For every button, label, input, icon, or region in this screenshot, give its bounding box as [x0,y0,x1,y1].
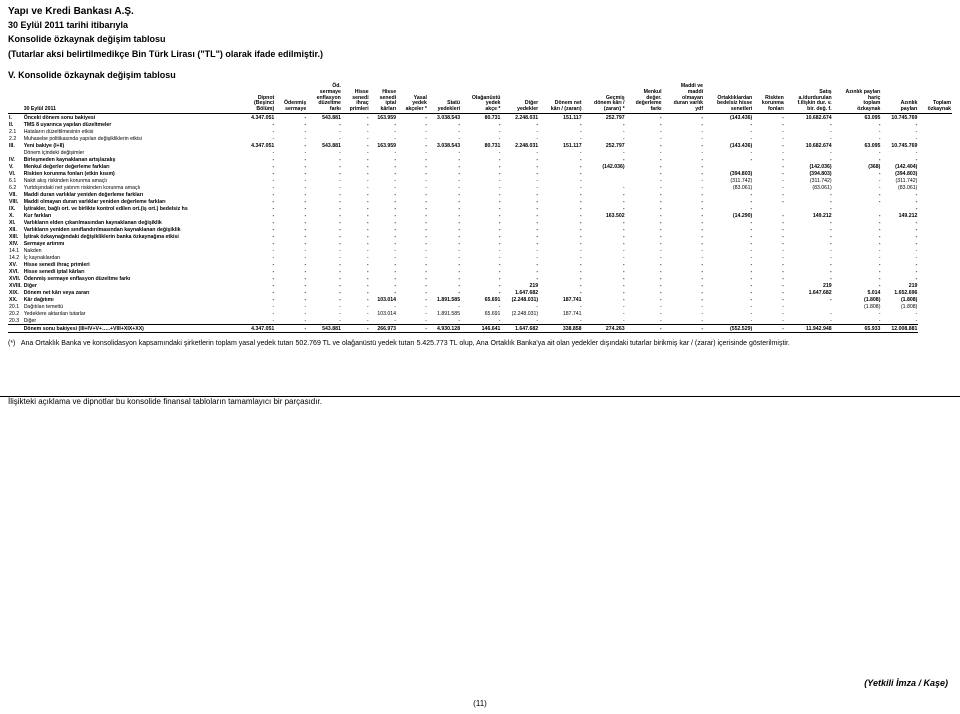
col-header: Menkuldeğer.değerlemefarkı [626,84,663,114]
col-header: Azınlıkpayları [881,84,918,114]
footnote-marker: (*) [8,340,15,347]
col-header: Statüyedekleri [428,84,461,114]
col-header: Hissesenediiptalkârları [370,84,397,114]
table-row: IX.İştirakler, bağlı ort. ve birlikte ko… [8,205,952,212]
signature-label: (Yetkili İmza / Kaşe) [864,678,948,688]
table-row: 14.1Nakden------------------ [8,247,952,254]
table-row: XV.Hisse senedi ihraç primleri----------… [8,261,952,268]
table-row: VI.Riskten korunma fonları (etkin kısım)… [8,170,952,177]
table-row: 2.1Hataların düzeltilmesinin etkisi-----… [8,128,952,135]
col-header: Ödenmişsermaye [275,84,307,114]
table-row: III.Yeni bakiye (I+II)4.347.051-543.881-… [8,142,952,149]
table-row: 2.2Muhasebe politikasında yapılan değişi… [8,135,952,142]
table-row: XIX.Dönem net kârı veya zararı--------1.… [8,289,952,296]
col-header: Olağanüstüyedekakçe * [461,84,501,114]
table-row: 14.2İç kaynaklardan------------------ [8,254,952,261]
col-header: Geçmişdönem kârı /(zararı) * [583,84,626,114]
table-row: II.TMS 8 uyarınca yapılan düzeltmeler---… [8,121,952,128]
table-row: 6.2Yurtdışındaki net yatırım riskinden k… [8,184,952,191]
col-header: Maddi vemaddiolmayanduran varlıkydf [663,84,705,114]
table-row: XIII.İştirak özkaynağındaki değişiklikle… [8,233,952,240]
table-row: 20.2Yedeklere aktarılan tutarlar----103.… [8,310,952,317]
table-row: XX.Kâr dağıtımı----103.014-1.891.58565.6… [8,296,952,303]
table-head: 30 Eylül 2011Dipnot(BeşinciBölüm)Ödenmiş… [8,84,952,114]
footer-line: İlişikteki açıklama ve dipnotlar bu kons… [0,396,960,406]
table-row: VII.Maddi duran varlıklar yeniden değerl… [8,191,952,198]
table-body: I.Önceki dönem sonu bakiyesi4.347.051-54… [8,114,952,333]
summary-row: Dönem sonu bakiyesi (III+IV+V+…..+VIII+X… [8,325,952,333]
table-row: 6.1Nakit akış riskinden korunma amaçlı--… [8,177,952,184]
col-header: Öd.sermayeenflasyondüzeltmefarkı [307,84,342,114]
table-row: XIV.Sermaye artırımı------------------ [8,240,952,247]
col-header: Yasalyedekakçeler * [397,84,428,114]
section-title: V. Konsolide özkaynak değişim tablosu [0,60,960,84]
equity-table: 30 Eylül 2011Dipnot(BeşinciBölüm)Ödenmiş… [8,84,952,334]
report-header-2: Konsolide özkaynak değişim tablosu [0,31,960,45]
footnote-text: Ana Ortaklık Banka ve konsolidasyon kaps… [21,340,790,347]
col-header: Risktenkorunmafonları [753,84,785,114]
table-row: X.Kur farkları----------163.502--(14.290… [8,212,952,219]
table-row: Dönem içindeki değişimler---------------… [8,149,952,156]
table-row: I.Önceki dönem sonu bakiyesi4.347.051-54… [8,114,952,122]
page-number: (11) [0,699,960,708]
company-name: Yapı ve Kredi Bankası A.Ş. [0,0,960,17]
col-header: Ortaklıklardanbedelsiz hissesenetleri [704,84,753,114]
table-row: IV.Birleşmeden kaynaklanan artış/azalış-… [8,156,952,163]
footnote: (*) Ana Ortaklık Banka ve konsolidasyon … [0,333,960,348]
col-header: Diğeryedekler [501,84,539,114]
col-header: Dönem netkârı / (zararı) [539,84,582,114]
table-row: 20.1Dağıtılan temettü---------------(1.8… [8,303,952,310]
col-header: Hissesenediihraçprimleri [342,84,370,114]
table-row: V.Menkul değerler değerleme farkları----… [8,163,952,170]
table-row: 20.3Diğer------------------ [8,317,952,325]
report-header-3: (Tutarlar aksi belirtilmedikçe Bin Türk … [0,46,960,60]
col-header: Satışa./durdurulanf.ilişkin dur. v.bir. … [785,84,833,114]
table-row: XVIII.Diğer--------219------219-219 [8,282,952,289]
equity-table-wrap: 30 Eylül 2011Dipnot(BeşinciBölüm)Ödenmiş… [0,84,960,334]
col-header: Toplamözkaynak [918,84,952,114]
table-row: XVI.Hisse senedi iptal kârları----------… [8,268,952,275]
table-row: XII.Varlıkların yeniden sınıflandırılmas… [8,226,952,233]
report-header-1: 30 Eylül 2011 tarihi itibarıyla [0,17,960,31]
table-row: XVII.Ödenmiş sermaye enflasyon düzeltme … [8,275,952,282]
table-row: VIII.Maddi olmayan duran varlıklar yenid… [8,198,952,205]
col-header: Azınlık paylarıhariçtoplamözkaynak [833,84,882,114]
table-row: XI.Varlıkların elden çıkarılmasından kay… [8,219,952,226]
col-header: Dipnot(BeşinciBölüm) [242,84,275,114]
